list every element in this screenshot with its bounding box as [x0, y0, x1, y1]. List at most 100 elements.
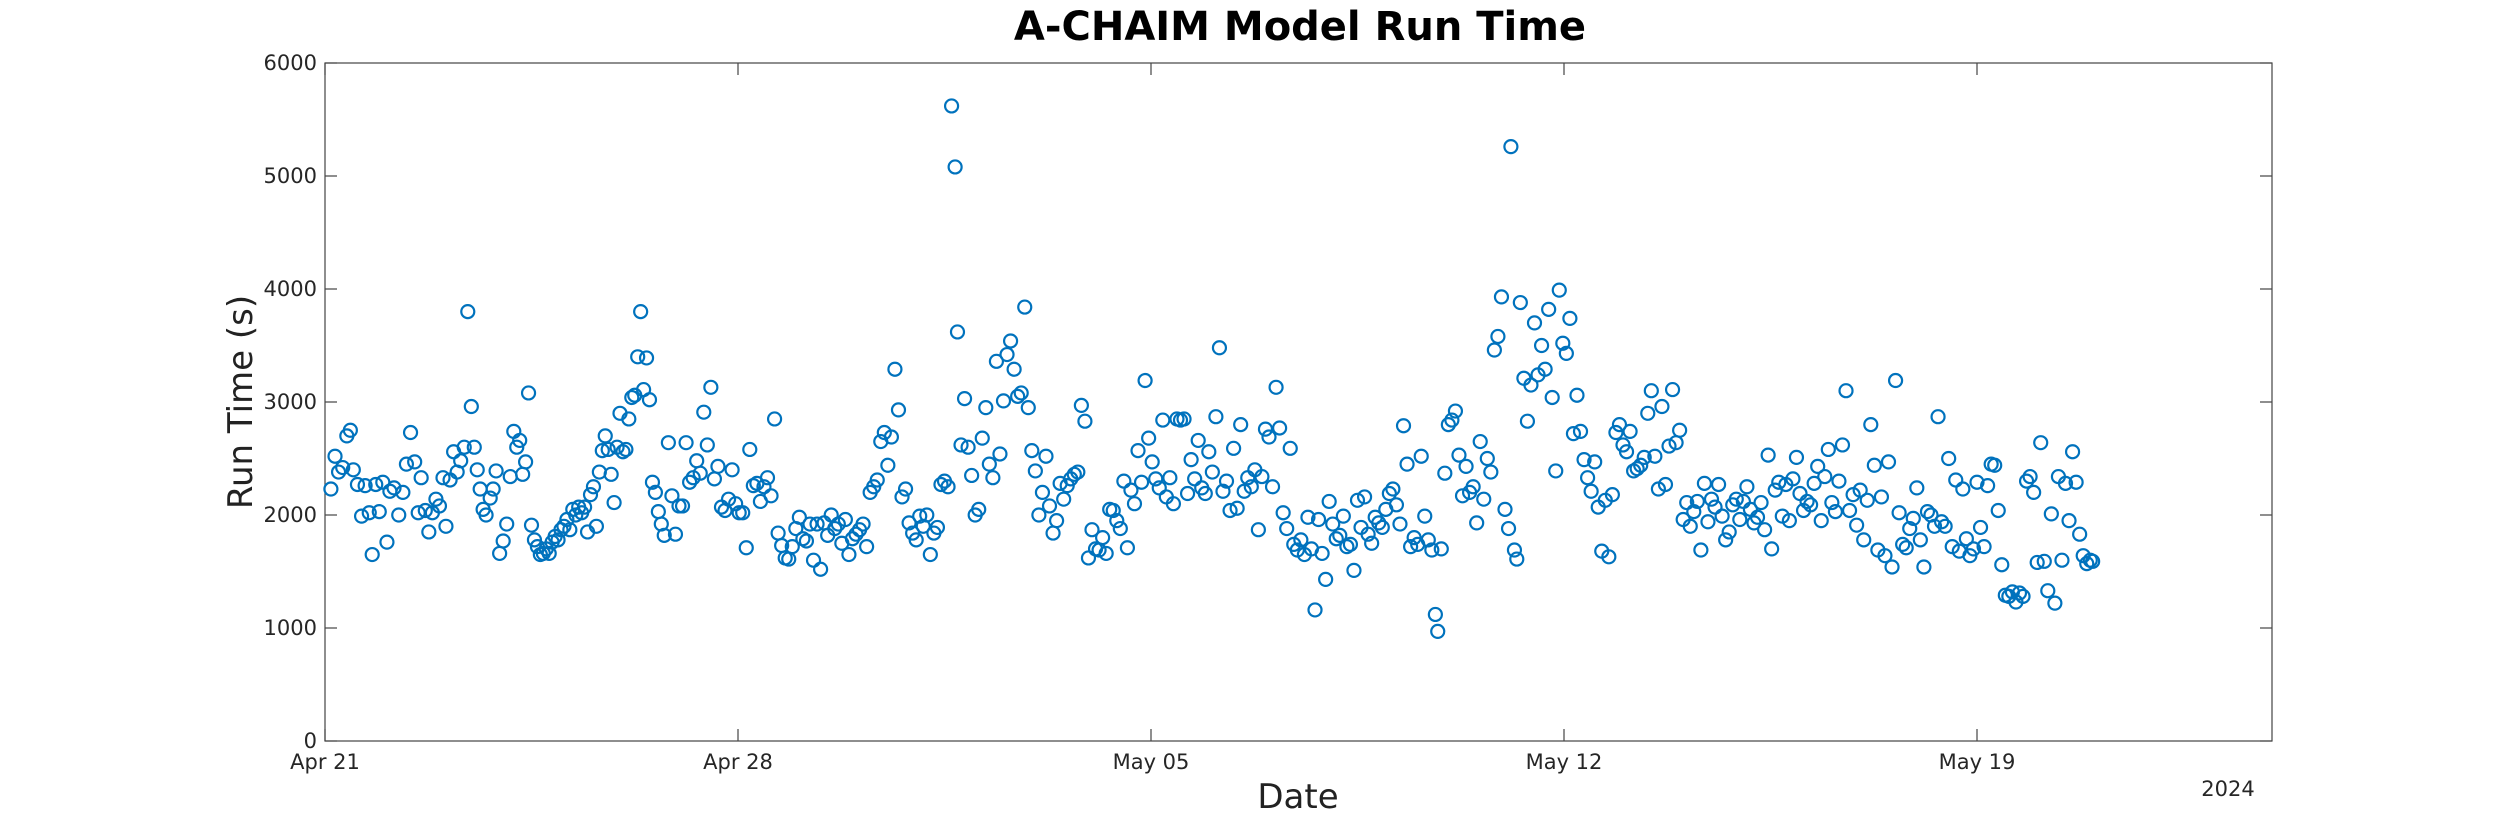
data-point	[1902, 520, 1918, 537]
y-tick-label: 0	[304, 729, 317, 753]
data-point	[1402, 539, 1419, 555]
data-point	[466, 439, 482, 455]
data-point	[1070, 464, 1086, 480]
data-point	[1810, 458, 1826, 475]
data-point	[1537, 361, 1553, 377]
data-point	[1526, 315, 1543, 331]
data-point	[421, 524, 437, 540]
data-point	[1264, 479, 1281, 495]
data-point	[1056, 491, 1072, 507]
data-point	[1994, 557, 2010, 573]
data-point	[361, 505, 377, 521]
data-point	[398, 456, 415, 472]
data-point	[943, 98, 960, 114]
data-point	[1261, 429, 1277, 445]
data-point	[1739, 479, 1755, 495]
data-point	[2018, 473, 2035, 489]
data-point	[999, 346, 1015, 363]
data-point	[391, 507, 407, 523]
data-point	[379, 534, 395, 550]
y-tick-label: 4000	[264, 277, 317, 301]
data-point	[995, 393, 1012, 409]
data-point	[660, 435, 676, 451]
y-axis-label: Run Time (s)	[221, 295, 261, 509]
data-point	[689, 453, 705, 469]
data-point	[1218, 473, 1235, 489]
data-point	[1500, 520, 1517, 537]
data-point	[435, 470, 451, 486]
data-point	[1346, 562, 1362, 578]
data-point	[456, 439, 472, 455]
data-point	[1512, 294, 1528, 311]
data-point	[482, 490, 498, 506]
data-point	[371, 504, 387, 520]
data-point	[841, 546, 857, 563]
data-point	[1785, 471, 1801, 487]
data-point	[1233, 417, 1249, 433]
data-point	[1647, 448, 1663, 464]
data-point	[1250, 522, 1266, 538]
data-point	[1356, 489, 1373, 505]
data-point	[2022, 468, 2038, 485]
data-point	[1503, 139, 1519, 155]
data-point	[1272, 420, 1288, 436]
data-point	[933, 476, 949, 493]
data-point	[1948, 472, 1964, 488]
data-point	[1873, 489, 1890, 505]
data-point	[342, 422, 358, 438]
data-point	[1105, 502, 1121, 519]
data-point	[912, 508, 928, 524]
data-point	[922, 546, 938, 563]
data-point	[1838, 383, 1854, 399]
data-point	[2036, 553, 2052, 569]
data-point	[1222, 502, 1238, 519]
data-point	[949, 324, 966, 340]
data-point	[1884, 559, 1900, 575]
data-point	[1887, 372, 1904, 389]
data-point	[650, 504, 666, 520]
data-point	[869, 472, 885, 488]
data-point	[1002, 333, 1019, 349]
y-tick-label: 2000	[264, 503, 317, 527]
data-point	[2011, 585, 2028, 601]
data-point	[1824, 494, 1840, 511]
data-point	[1321, 493, 1337, 510]
data-point	[1430, 623, 1446, 639]
data-point	[1565, 426, 1582, 442]
data-point	[1433, 541, 1449, 557]
data-point	[1413, 448, 1429, 464]
data-point	[1144, 454, 1160, 470]
y-tick-label: 6000	[264, 51, 317, 75]
data-point	[1533, 337, 1550, 354]
data-point	[1916, 559, 1932, 575]
data-point	[1820, 441, 1836, 458]
data-point	[1601, 549, 1617, 565]
data-point	[453, 453, 469, 469]
data-point	[1335, 508, 1351, 524]
data-point	[1420, 532, 1436, 548]
data-point	[1852, 482, 1868, 498]
data-point	[1179, 485, 1196, 502]
data-point	[897, 481, 914, 497]
data-point	[606, 494, 622, 511]
data-point	[1714, 508, 1730, 524]
data-point	[1307, 602, 1323, 618]
data-point	[1972, 519, 1989, 536]
data-point	[1183, 452, 1199, 468]
data-point	[1849, 517, 1865, 533]
data-point	[1636, 449, 1652, 465]
data-point	[1045, 525, 1061, 541]
data-point	[2033, 435, 2049, 451]
data-point	[330, 464, 347, 480]
data-point	[1859, 492, 1875, 508]
data-point	[1385, 481, 1401, 497]
data-point	[1633, 457, 1649, 473]
data-point	[323, 481, 339, 497]
chart-title: A-CHAIM Model Run Time	[1014, 4, 1586, 50]
data-point	[1469, 515, 1485, 531]
data-point	[335, 459, 351, 476]
data-point	[919, 507, 935, 523]
data-point	[1427, 606, 1443, 623]
data-point	[1572, 423, 1589, 439]
data-point	[1257, 421, 1274, 437]
